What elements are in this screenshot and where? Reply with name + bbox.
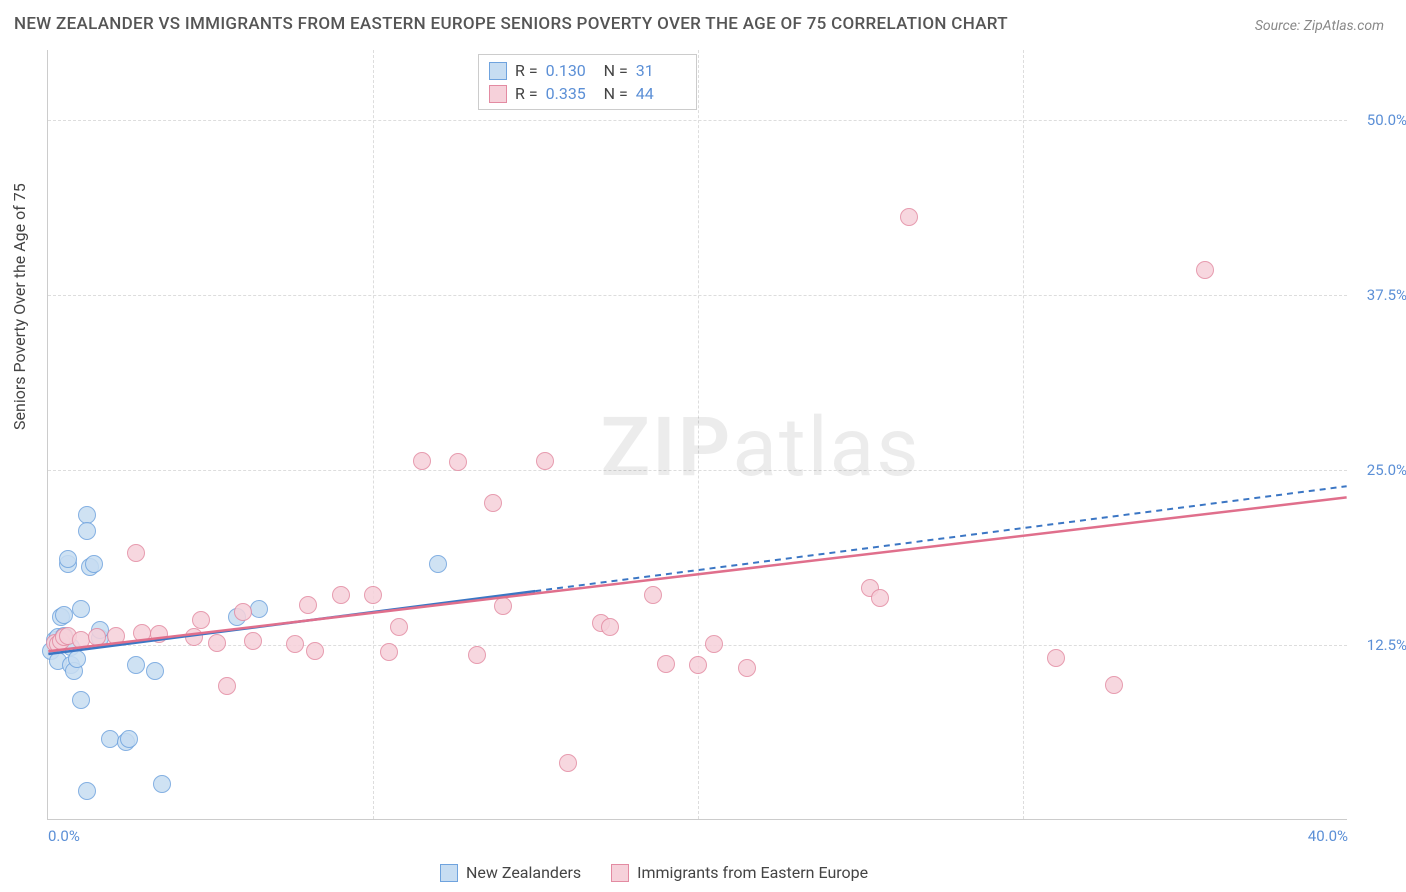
r-value: 0.335 (546, 84, 596, 103)
data-point (107, 627, 125, 645)
data-point (127, 656, 145, 674)
data-point (286, 635, 304, 653)
data-point (900, 208, 918, 226)
stats-box: R = 0.130 N = 31 R = 0.335 N = 44 (478, 54, 697, 110)
legend-swatch (611, 864, 629, 882)
data-point (559, 754, 577, 772)
n-label: N = (604, 84, 628, 103)
legend-swatch (489, 62, 507, 80)
data-point (332, 586, 350, 604)
legend-label: Immigrants from Eastern Europe (637, 863, 868, 882)
n-label: N = (604, 61, 628, 80)
data-point (218, 677, 236, 695)
data-point (484, 494, 502, 512)
data-point (127, 544, 145, 562)
data-point (644, 586, 662, 604)
r-label: R = (515, 84, 538, 103)
data-point (120, 730, 138, 748)
data-point (449, 453, 467, 471)
n-value: 44 (636, 84, 686, 103)
data-point (78, 522, 96, 540)
y-axis-label: Seniors Poverty Over the Age of 75 (10, 183, 29, 430)
data-point (429, 555, 447, 573)
gridline-v (1023, 50, 1024, 819)
data-point (88, 628, 106, 646)
data-point (1047, 649, 1065, 667)
data-point (390, 618, 408, 636)
data-point (72, 600, 90, 618)
source-label: Source: ZipAtlas.com (1255, 18, 1384, 34)
data-point (494, 597, 512, 615)
legend-swatch (489, 85, 507, 103)
r-label: R = (515, 61, 538, 80)
r-value: 0.130 (546, 61, 596, 80)
stats-row: R = 0.335 N = 44 (489, 82, 686, 105)
data-point (380, 643, 398, 661)
bottom-legend: New Zealanders Immigrants from Eastern Eu… (440, 863, 868, 882)
watermark: ZIPatlas (601, 400, 921, 496)
data-point (185, 628, 203, 646)
data-point (101, 730, 119, 748)
x-tick-label: 40.0% (1308, 827, 1348, 845)
data-point (689, 656, 707, 674)
data-point (78, 782, 96, 800)
data-point (657, 655, 675, 673)
y-tick-label: 25.0% (1367, 461, 1406, 479)
data-point (601, 618, 619, 636)
data-point (146, 662, 164, 680)
data-point (306, 642, 324, 660)
plot-area: 12.5%25.0%37.5%50.0%0.0%40.0%ZIPatlasR =… (47, 50, 1347, 820)
data-point (85, 555, 103, 573)
data-point (1196, 261, 1214, 279)
legend-label: New Zealanders (466, 863, 581, 882)
data-point (871, 589, 889, 607)
data-point (72, 631, 90, 649)
data-point (1105, 676, 1123, 694)
data-point (72, 691, 90, 709)
data-point (468, 646, 486, 664)
data-point (208, 634, 226, 652)
y-tick-label: 12.5% (1367, 636, 1406, 654)
stats-row: R = 0.130 N = 31 (489, 59, 686, 82)
data-point (536, 452, 554, 470)
legend-item: Immigrants from Eastern Europe (611, 863, 868, 882)
gridline-v (373, 50, 374, 819)
chart-title: NEW ZEALANDER VS IMMIGRANTS FROM EASTERN… (14, 14, 1008, 34)
data-point (738, 659, 756, 677)
legend-swatch (440, 864, 458, 882)
data-point (244, 632, 262, 650)
data-point (150, 625, 168, 643)
data-point (413, 452, 431, 470)
data-point (153, 775, 171, 793)
data-point (59, 550, 77, 568)
legend-item: New Zealanders (440, 863, 581, 882)
data-point (68, 650, 86, 668)
data-point (250, 600, 268, 618)
y-tick-label: 37.5% (1367, 286, 1406, 304)
data-point (192, 611, 210, 629)
data-point (364, 586, 382, 604)
x-tick-label: 0.0% (48, 827, 80, 845)
data-point (705, 635, 723, 653)
data-point (299, 596, 317, 614)
gridline-v (698, 50, 699, 819)
n-value: 31 (636, 61, 686, 80)
y-tick-label: 50.0% (1367, 111, 1406, 129)
data-point (234, 603, 252, 621)
